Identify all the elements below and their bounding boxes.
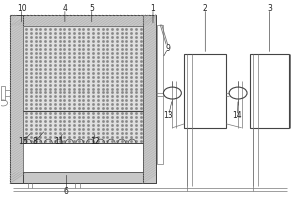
Bar <box>142 15 156 183</box>
Bar <box>23 26 142 172</box>
Bar <box>250 54 289 128</box>
Text: 9: 9 <box>166 44 170 53</box>
Text: 1: 1 <box>151 4 155 13</box>
Bar <box>10 172 156 183</box>
Text: 11: 11 <box>54 137 64 146</box>
Bar <box>10 15 23 183</box>
Text: 6: 6 <box>64 187 69 196</box>
Text: 13: 13 <box>164 111 173 120</box>
Bar <box>158 25 163 164</box>
Bar <box>23 26 142 111</box>
Bar <box>23 111 142 143</box>
Text: 5: 5 <box>89 4 94 13</box>
Bar <box>1 86 5 100</box>
Text: 4: 4 <box>62 4 67 13</box>
Bar <box>23 143 142 172</box>
Text: 12: 12 <box>90 137 100 146</box>
Text: 2: 2 <box>203 4 208 13</box>
Bar <box>184 54 226 128</box>
Text: 3: 3 <box>267 4 272 13</box>
Bar <box>10 15 156 26</box>
Text: 14: 14 <box>233 111 242 120</box>
Text: 8: 8 <box>33 137 38 146</box>
Text: 15: 15 <box>18 137 28 146</box>
Text: 10: 10 <box>17 4 26 13</box>
